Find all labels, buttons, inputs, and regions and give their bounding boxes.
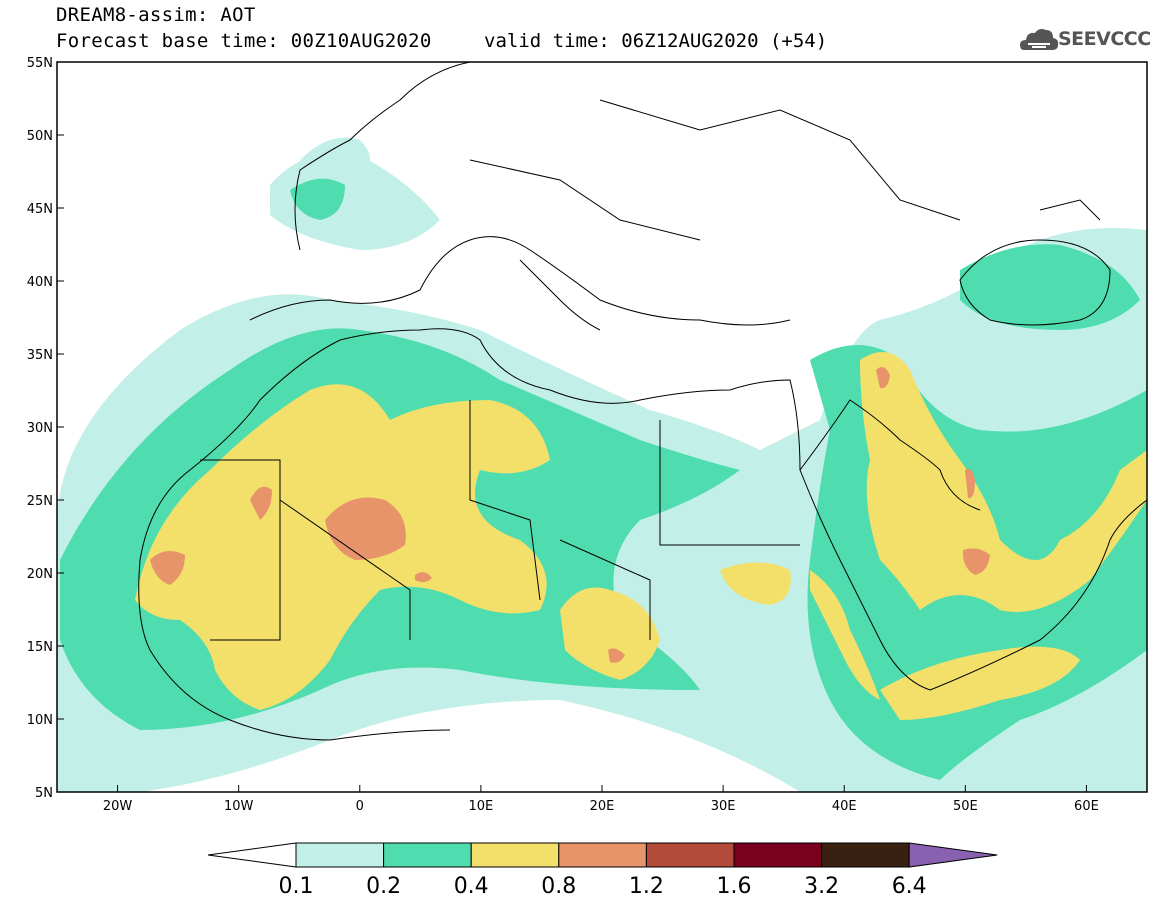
colorbar-over-triangle: [908, 842, 998, 868]
y-axis: 5N 10N 15N 20N 25N 30N 35N 40N 45N 50N 55N: [27, 56, 64, 801]
colorbar-bin: [733, 842, 823, 868]
x-tick-label: 40E: [832, 799, 857, 814]
y-tick-label: 55N: [27, 56, 53, 71]
coastlines: [138, 62, 1147, 741]
x-axis: 20W 10W 0 10E 20E 30E 40E 50E 60E: [103, 785, 1099, 814]
colorbar-bin: [821, 842, 910, 868]
colorbar: 0.1 0.2 0.4 0.8 1.2 1.6 3.2 6.4: [207, 842, 998, 899]
colorbar-bin: [383, 842, 472, 868]
colorbar-label: 6.4: [892, 874, 927, 899]
colorbar-label: 1.2: [629, 874, 664, 899]
colorbar-label: 0.1: [279, 874, 314, 899]
x-tick-label: 10E: [469, 799, 494, 814]
colorbar-label: 0.4: [454, 874, 489, 899]
y-tick-label: 50N: [27, 129, 53, 144]
x-tick-label: 50E: [953, 799, 978, 814]
colorbar-under-triangle: [207, 842, 297, 868]
x-tick-label: 30E: [711, 799, 736, 814]
aot-field: [57, 137, 1147, 792]
aot-band-0-8: [150, 366, 990, 663]
x-tick-label: 10W: [224, 799, 254, 814]
y-tick-label: 40N: [27, 275, 53, 290]
colorbar-label: 1.6: [717, 874, 752, 899]
colorbar-bin: [470, 842, 560, 868]
colorbar-bin: [558, 842, 647, 868]
y-tick-label: 45N: [27, 202, 53, 217]
logo-text: SEEVCCC: [1058, 28, 1151, 50]
colorbar-bin: [645, 842, 735, 868]
y-tick-label: 5N: [35, 786, 53, 801]
colorbar-bin: [295, 842, 385, 868]
map-title: DREAM8-assim: AOT: [56, 4, 256, 26]
y-tick-label: 10N: [27, 713, 53, 728]
x-tick-label: 20W: [103, 799, 133, 814]
y-tick-label: 35N: [27, 348, 53, 363]
x-tick-label: 20E: [590, 799, 615, 814]
forecast-base-time: Forecast base time: 00Z10AUG2020: [56, 30, 432, 52]
cloud-logo-icon: [1020, 29, 1059, 50]
valid-time: valid time: 06Z12AUG2020 (+54): [484, 30, 828, 52]
y-tick-label: 15N: [27, 640, 53, 655]
x-tick-label: 60E: [1074, 799, 1099, 814]
x-tick-label: 0: [356, 799, 364, 814]
y-tick-label: 25N: [27, 494, 53, 509]
colorbar-label: 0.8: [541, 874, 576, 899]
colorbar-label: 0.2: [366, 874, 401, 899]
colorbar-label: 3.2: [804, 874, 839, 899]
y-tick-label: 30N: [27, 421, 53, 436]
y-tick-label: 20N: [27, 567, 53, 582]
